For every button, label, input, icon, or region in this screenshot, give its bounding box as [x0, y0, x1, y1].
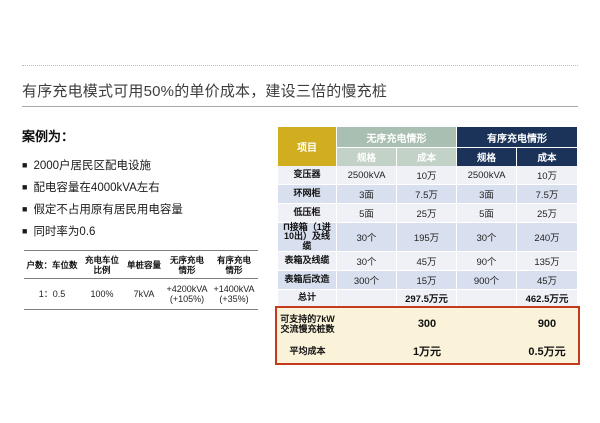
- item-cell: 表箱及线缆: [278, 252, 337, 270]
- bullet-item: ■ 假定不占用原有居民用电容量: [22, 199, 272, 221]
- case-bullet-list: ■ 2000户居民区配电设施 ■ 配电容量在4000kVA左右 ■ 假定不占用原…: [22, 155, 272, 243]
- bullet-item: ■ 配电容量在4000kVA左右: [22, 177, 272, 199]
- highlight-row: 可支持的7kW 交流慢充桩数 300 900: [278, 308, 578, 339]
- cost-comparison-table: 项目 无序充电情形 有序充电情形 规格 成本 规格 成本 变压器 2500kVA…: [278, 127, 577, 307]
- ratio-header-cell: 户数：车位数: [26, 259, 78, 270]
- bullet-text: 同时率为0.6: [33, 226, 96, 238]
- bullet-text: 2000户居民区配电设施: [33, 160, 152, 172]
- highlight-value: 300: [417, 317, 437, 330]
- highlight-box: 可支持的7kW 交流慢充桩数 300 900 平均成本 1万元 0.5万元: [275, 306, 580, 365]
- cost-subheader: 成本: [397, 148, 457, 166]
- highlight-label: 可支持的7kW 交流慢充桩数: [280, 313, 335, 334]
- cost-table-row: 低压柜 5面 25万 5面 25万: [278, 204, 577, 223]
- ordered-group-header: 有序充电情形: [457, 127, 577, 148]
- bullet-item: ■ 2000户居民区配电设施: [22, 155, 272, 177]
- item-column-header: 项目: [278, 127, 337, 166]
- spec-cell: 30个: [337, 252, 397, 270]
- ratio-value-cell: +4200kVA (+105%): [166, 283, 208, 305]
- item-cell: 总计: [278, 290, 337, 306]
- cost-cell: 7.5万: [397, 185, 457, 203]
- subheader-row: 规格 成本 规格 成本: [337, 148, 577, 166]
- item-cell: 低压柜: [278, 204, 337, 222]
- ratio-header-cell: 有序充电 情形: [216, 254, 251, 275]
- square-bullet-icon: ■: [22, 226, 28, 236]
- cost-cell: 25万: [536, 209, 558, 220]
- highlight-value: 900: [537, 317, 557, 330]
- bullet-text: 配电容量在4000kVA左右: [33, 182, 160, 194]
- ratio-value-cell: +1400kVA (+35%): [213, 283, 255, 305]
- spec-cell: 2500kVA: [337, 166, 397, 184]
- total-row: 总计 297.5万元 462.5万元: [278, 290, 577, 307]
- bullet-item: ■ 同时率为0.6: [22, 221, 272, 243]
- cost-cell: 462.5万元: [525, 294, 569, 305]
- spec-cell: 300个: [337, 271, 397, 289]
- square-bullet-icon: ■: [22, 160, 28, 170]
- item-cell: 表箱后改造: [278, 271, 337, 289]
- cost-cell: 10万: [536, 171, 558, 182]
- cost-table-header: 项目 无序充电情形 有序充电情形 规格 成本 规格 成本: [278, 127, 577, 166]
- highlight-value: 0.5万元: [528, 345, 566, 358]
- cost-table-row: 环网柜 3面 7.5万 3面 7.5万: [278, 185, 577, 204]
- case-panel: 案例为： ■ 2000户居民区配电设施 ■ 配电容量在4000kVA左右 ■ 假…: [22, 126, 272, 243]
- cost-table-row: 表箱及线缆 30个 45万 90个 135万: [278, 252, 577, 271]
- highlight-label: 平均成本: [289, 345, 326, 356]
- top-dotted-rule: [22, 65, 578, 66]
- spec-cell: 5面: [337, 204, 397, 222]
- cost-table-row: Π接箱（1进10出）及线缆 30个 195万 30个 240万: [278, 222, 577, 252]
- spec-cell: [457, 290, 517, 306]
- square-bullet-icon: ■: [22, 204, 28, 214]
- household-ratio-table: 户数：车位数 充电车位 比例 单桩容量 无序充电 情形 有序充电 情形 1：0.…: [24, 250, 258, 310]
- cost-cell: 25万: [397, 204, 457, 222]
- highlight-value: 1万元: [412, 345, 442, 358]
- spec-cell: 3面: [337, 185, 397, 203]
- ratio-header-cell: 无序充电 情形: [169, 254, 204, 275]
- spec-cell: [337, 290, 397, 306]
- spec-subheader: 规格: [457, 148, 517, 166]
- spec-cell: 90个: [457, 252, 517, 270]
- cost-table-row: 表箱后改造 300个 15万 900个 45万: [278, 271, 577, 290]
- group-headers: 无序充电情形 有序充电情形 规格 成本 规格 成本: [337, 127, 577, 166]
- item-cell: 环网柜: [278, 185, 337, 203]
- cost-cell: 297.5万元: [397, 290, 457, 306]
- item-cell: 变压器: [278, 166, 337, 184]
- cost-subheader: 成本: [517, 148, 577, 166]
- title-rule: [22, 106, 578, 107]
- item-cell: Π接箱（1进10出）及线缆: [278, 222, 337, 251]
- group-header-row: 无序充电情形 有序充电情形: [337, 127, 577, 148]
- cost-cell: 135万: [534, 257, 560, 268]
- cost-cell: 7.5万: [535, 190, 559, 201]
- highlight-row: 平均成本 1万元 0.5万元: [278, 339, 578, 362]
- cost-cell: 15万: [397, 271, 457, 289]
- cost-table-row: 变压器 2500kVA 10万 2500kVA 10万: [278, 166, 577, 185]
- cost-cell: 45万: [536, 276, 558, 287]
- ratio-header-cell: 单桩容量: [126, 259, 161, 270]
- spec-cell: 5面: [457, 204, 517, 222]
- cost-cell: 45万: [397, 252, 457, 270]
- cost-cell: 195万: [397, 223, 457, 251]
- unordered-group-header: 无序充电情形: [337, 127, 457, 148]
- spec-cell: 30个: [457, 223, 517, 251]
- square-bullet-icon: ■: [22, 182, 28, 192]
- bullet-text: 假定不占用原有居民用电容量: [33, 204, 183, 216]
- case-heading: 案例为：: [22, 129, 75, 144]
- spec-cell: 2500kVA: [457, 166, 517, 184]
- spec-cell: 900个: [457, 271, 517, 289]
- ratio-value-cell: 7kVA: [133, 288, 155, 299]
- slide-title: 有序充电模式可用50%的单价成本，建设三倍的慢充桩: [22, 83, 388, 100]
- ratio-value-cell: 1：0.5: [38, 288, 66, 299]
- spec-cell: 3面: [457, 185, 517, 203]
- ratio-table-header-row: 户数：车位数 充电车位 比例 单桩容量 无序充电 情形 有序充电 情形: [24, 251, 258, 279]
- ratio-header-cell: 充电车位 比例: [84, 254, 119, 275]
- ratio-table-value-row: 1：0.5 100% 7kVA +4200kVA (+105%) +1400kV…: [24, 279, 258, 309]
- spec-subheader: 规格: [337, 148, 397, 166]
- cost-cell: 10万: [397, 166, 457, 184]
- spec-cell: 30个: [337, 223, 397, 251]
- cost-cell: 240万: [534, 233, 560, 244]
- ratio-value-cell: 100%: [90, 288, 114, 299]
